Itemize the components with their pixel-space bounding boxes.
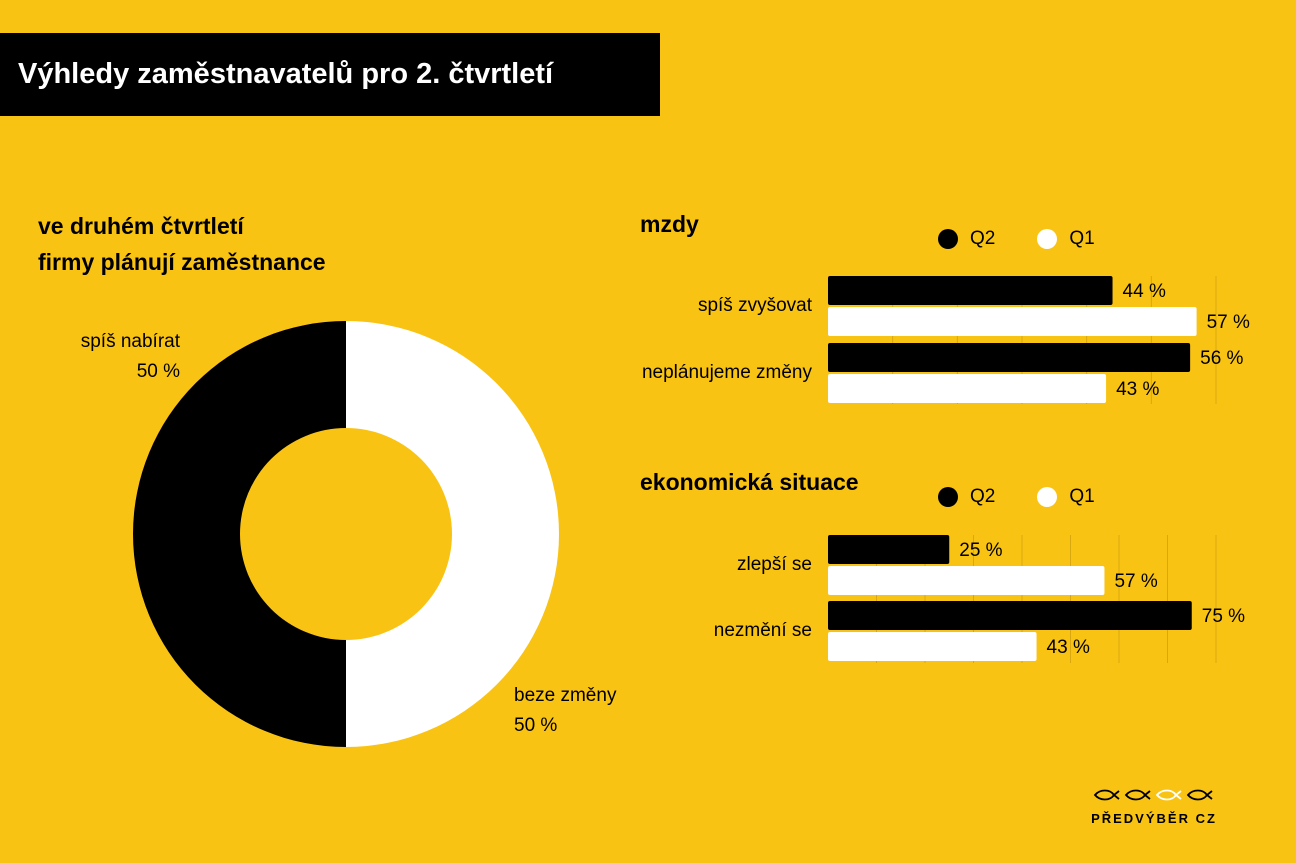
data-label: 75 % bbox=[1202, 606, 1245, 627]
donut-title-line-2: firmy plánují zaměstnance bbox=[38, 249, 326, 275]
legend-label: Q2 bbox=[970, 228, 996, 249]
page-title: Výhledy zaměstnavatelů pro 2. čtvrtletí bbox=[0, 33, 660, 116]
slice-category: beze změny bbox=[514, 685, 617, 706]
legend-label: Q1 bbox=[1069, 486, 1095, 507]
donut-slice-1 bbox=[133, 321, 346, 747]
wages-section-title: mzdy bbox=[640, 211, 699, 237]
slice-value: 50 % bbox=[514, 715, 558, 736]
bar-q2 bbox=[828, 276, 1113, 305]
bar-q1 bbox=[828, 566, 1105, 595]
legend-dot-icon bbox=[938, 487, 958, 507]
data-label: 43 % bbox=[1116, 379, 1159, 400]
legend-item-q2: Q2 bbox=[938, 228, 995, 250]
data-label: 25 % bbox=[959, 540, 1002, 561]
donut-slice-label-no-change: beze změny 50 % bbox=[514, 681, 616, 741]
logo-text: PŘEDVÝBĚR CZ bbox=[1091, 811, 1217, 826]
data-label: 56 % bbox=[1200, 348, 1243, 369]
legend-label: Q1 bbox=[1069, 228, 1095, 249]
legend-item-q2: Q2 bbox=[938, 486, 995, 508]
legend-item-q1: Q1 bbox=[1037, 486, 1095, 508]
bar-q2 bbox=[828, 343, 1191, 372]
bar-q1 bbox=[828, 374, 1107, 403]
bar-q2 bbox=[828, 601, 1192, 630]
category-label: nezmění se bbox=[714, 620, 812, 641]
donut-title-line-1: ve druhém čtvrtletí bbox=[38, 213, 244, 239]
bar-q1 bbox=[828, 307, 1197, 336]
brand-logo: PŘEDVÝBĚR CZ bbox=[1088, 786, 1220, 826]
slice-value: 50 % bbox=[136, 361, 180, 382]
donut-slice-label-hiring: spíš nabírat 50 % bbox=[62, 327, 180, 387]
legend-dot-icon bbox=[938, 229, 958, 249]
economy-section-title: ekonomická situace bbox=[640, 469, 859, 495]
bar-q1 bbox=[828, 632, 1037, 661]
legend-dot-icon bbox=[1037, 229, 1058, 249]
data-label: 43 % bbox=[1047, 637, 1090, 658]
slice-category: spíš nabírat bbox=[80, 331, 180, 352]
donut-slice-2 bbox=[346, 321, 559, 747]
wages-legend: Q2 Q1 bbox=[938, 228, 1137, 250]
legend-dot-icon bbox=[1037, 487, 1058, 507]
donut-chart-title: ve druhém čtvrtletí firmy plánují zaměst… bbox=[38, 208, 326, 280]
economy-legend: Q2 Q1 bbox=[938, 486, 1137, 508]
category-label: zlepší se bbox=[737, 554, 812, 575]
category-label: neplánujeme změny bbox=[642, 362, 813, 383]
fish-logo-icon bbox=[1093, 789, 1213, 801]
category-label: spíš zvyšovat bbox=[698, 295, 813, 316]
data-label: 57 % bbox=[1114, 571, 1157, 592]
data-label: 57 % bbox=[1207, 312, 1250, 333]
bar-q2 bbox=[828, 535, 950, 564]
legend-item-q1: Q1 bbox=[1037, 228, 1095, 250]
data-label: 44 % bbox=[1123, 281, 1166, 302]
legend-label: Q2 bbox=[970, 486, 996, 507]
